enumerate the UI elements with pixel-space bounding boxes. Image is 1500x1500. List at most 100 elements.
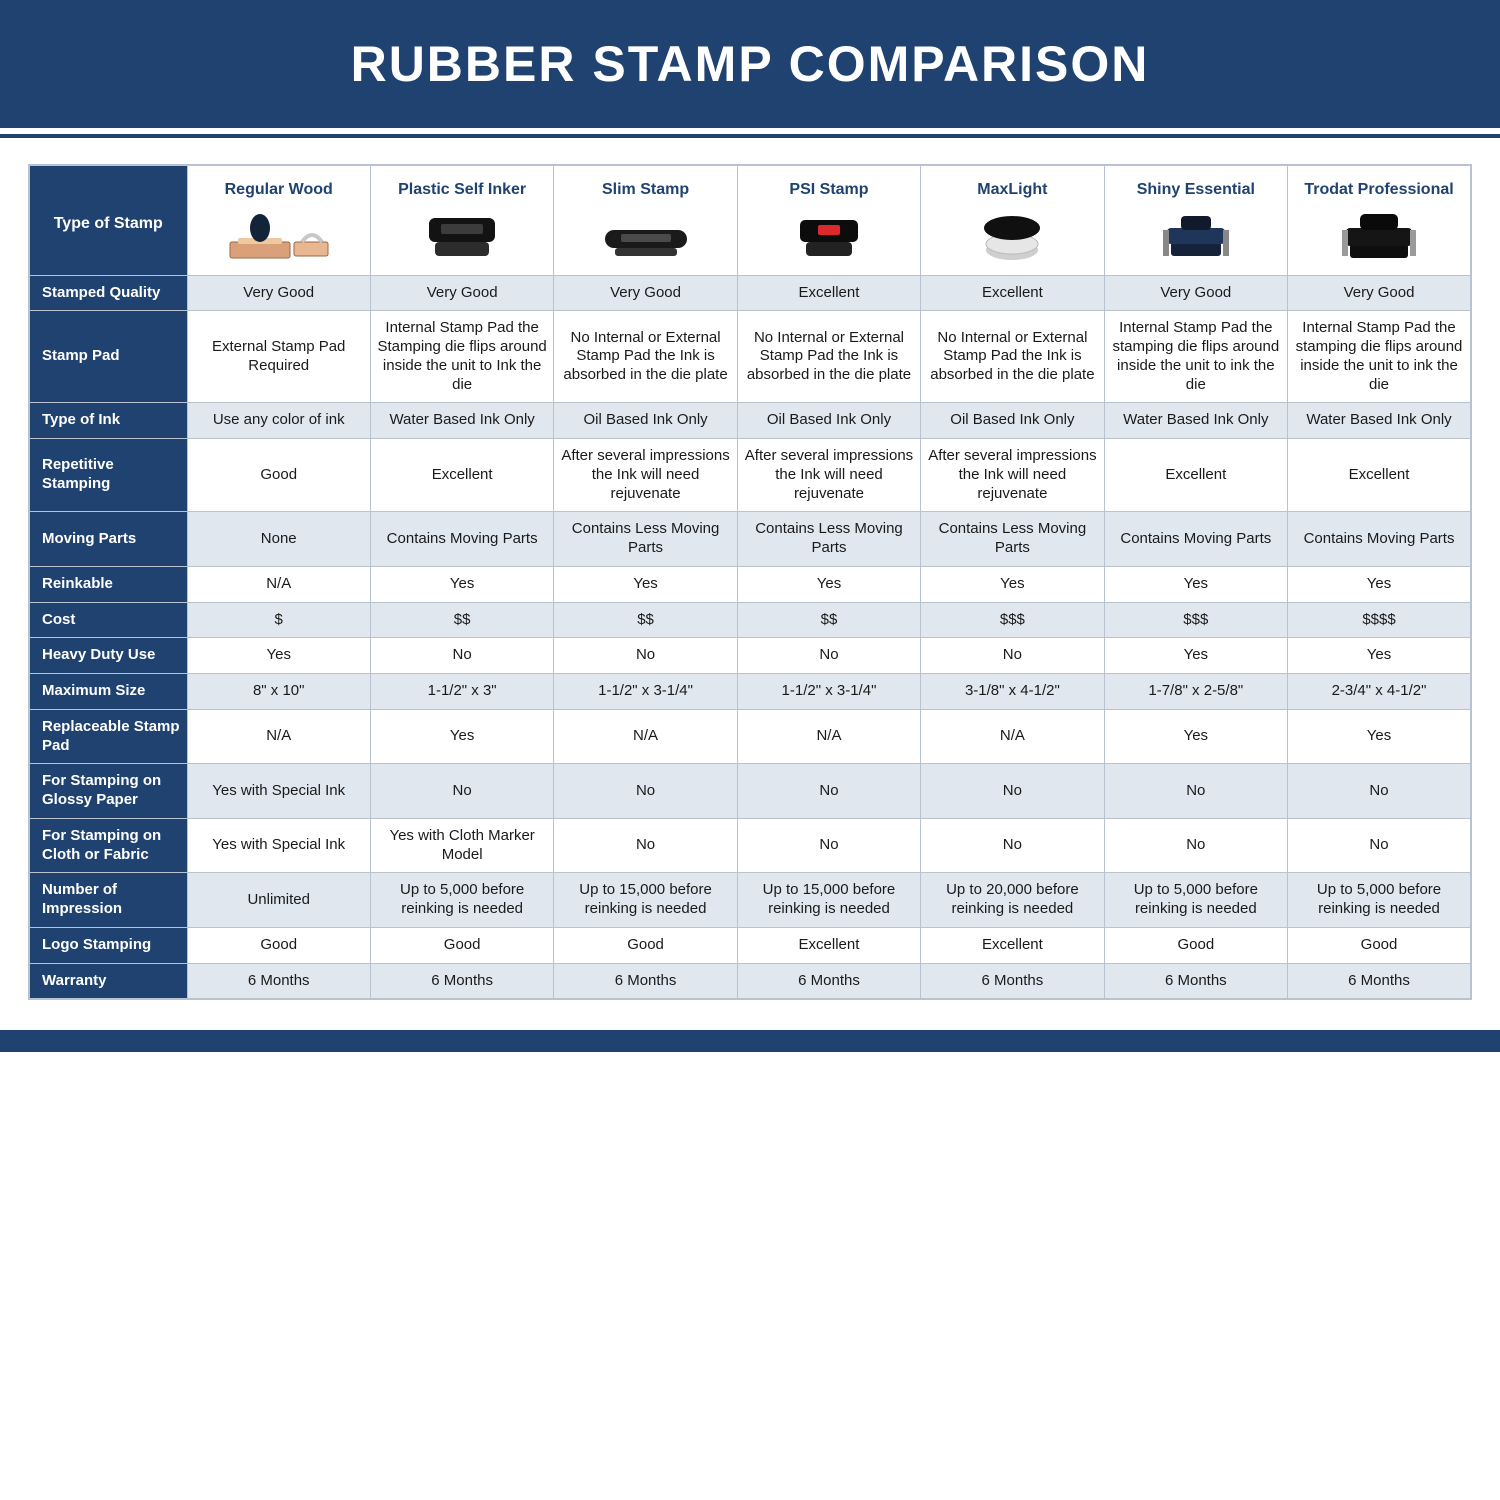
cell: No <box>737 764 920 819</box>
cell: 6 Months <box>921 963 1104 999</box>
cell: Yes with Special Ink <box>187 818 370 873</box>
cell: Very Good <box>554 275 737 311</box>
table-body: Stamped QualityVery GoodVery GoodVery Go… <box>29 275 1471 999</box>
comparison-table-wrap: Type of Stamp Regular Wood Plastic Self … <box>0 164 1500 1000</box>
wood-stamp-icon <box>224 208 334 264</box>
row-header: For Stamping on Glossy Paper <box>29 764 187 819</box>
footer-bar <box>0 1030 1500 1052</box>
cell: No <box>737 818 920 873</box>
cell: Yes <box>1288 709 1471 764</box>
cell: Up to 20,000 before reinking is needed <box>921 873 1104 928</box>
slim-stamp-icon <box>591 208 701 264</box>
cell: Excellent <box>1104 439 1287 512</box>
cell: 6 Months <box>370 963 553 999</box>
cell: Yes with Special Ink <box>187 764 370 819</box>
row-header: Cost <box>29 602 187 638</box>
table-row: Type of InkUse any color of inkWater Bas… <box>29 403 1471 439</box>
cell: Very Good <box>187 275 370 311</box>
cell: Very Good <box>1288 275 1471 311</box>
cell: Yes <box>1288 638 1471 674</box>
cell: Good <box>554 927 737 963</box>
corner-header: Type of Stamp <box>29 165 187 275</box>
cell: Water Based Ink Only <box>370 403 553 439</box>
cell: After several impressions the Ink will n… <box>921 439 1104 512</box>
cell: $$$ <box>1104 602 1287 638</box>
column-header-row: Type of Stamp Regular Wood Plastic Self … <box>29 165 1471 275</box>
cell: $$ <box>554 602 737 638</box>
cell: Good <box>370 927 553 963</box>
cell: No <box>554 764 737 819</box>
row-header: Logo Stamping <box>29 927 187 963</box>
cell: Contains Less Moving Parts <box>737 512 920 567</box>
cell: Up to 5,000 before reinking is needed <box>1104 873 1287 928</box>
table-row: For Stamping on Glossy PaperYes with Spe… <box>29 764 1471 819</box>
col-shiny-essential: Shiny Essential <box>1104 165 1287 275</box>
table-row: Maximum Size8" x 10"1-1/2" x 3"1-1/2" x … <box>29 674 1471 710</box>
cell: $$ <box>737 602 920 638</box>
row-header: Warranty <box>29 963 187 999</box>
cell: Yes <box>1104 638 1287 674</box>
cell: $ <box>187 602 370 638</box>
cell: Good <box>1104 927 1287 963</box>
cell: 1-1/2" x 3" <box>370 674 553 710</box>
cell: 1-7/8" x 2-5/8" <box>1104 674 1287 710</box>
col-regular-wood: Regular Wood <box>187 165 370 275</box>
page-title: RUBBER STAMP COMPARISON <box>351 35 1150 93</box>
cell: Yes <box>370 566 553 602</box>
cell: Contains Less Moving Parts <box>554 512 737 567</box>
cell: Contains Less Moving Parts <box>921 512 1104 567</box>
cell: Contains Moving Parts <box>1288 512 1471 567</box>
cell: Water Based Ink Only <box>1288 403 1471 439</box>
comparison-table: Type of Stamp Regular Wood Plastic Self … <box>28 164 1472 1000</box>
table-row: For Stamping on Cloth or FabricYes with … <box>29 818 1471 873</box>
row-header: Repetitive Stamping <box>29 439 187 512</box>
cell: No <box>370 764 553 819</box>
cell: Unlimited <box>187 873 370 928</box>
col-psi-stamp: PSI Stamp <box>737 165 920 275</box>
row-header: Reinkable <box>29 566 187 602</box>
cell: N/A <box>921 709 1104 764</box>
cell: No <box>1104 818 1287 873</box>
table-row: Repetitive StampingGoodExcellentAfter se… <box>29 439 1471 512</box>
cell: Excellent <box>737 927 920 963</box>
cell: $$$ <box>921 602 1104 638</box>
cell: Up to 15,000 before reinking is needed <box>554 873 737 928</box>
cell: None <box>187 512 370 567</box>
row-header: Moving Parts <box>29 512 187 567</box>
col-label: PSI Stamp <box>742 180 916 200</box>
col-label: Trodat Professional <box>1292 180 1466 200</box>
cell: 6 Months <box>554 963 737 999</box>
cell: Good <box>187 439 370 512</box>
cell: Very Good <box>1104 275 1287 311</box>
cell: No <box>554 818 737 873</box>
cell: Yes <box>921 566 1104 602</box>
cell: No Internal or External Stamp Pad the In… <box>737 311 920 403</box>
cell: $$$$ <box>1288 602 1471 638</box>
table-row: Replaceable Stamp PadN/AYesN/AN/AN/AYesY… <box>29 709 1471 764</box>
table-row: Warranty6 Months6 Months6 Months6 Months… <box>29 963 1471 999</box>
cell: No <box>1288 818 1471 873</box>
col-label: Plastic Self Inker <box>375 180 549 200</box>
col-plastic-self-inker: Plastic Self Inker <box>370 165 553 275</box>
table-row: Stamp PadExternal Stamp Pad RequiredInte… <box>29 311 1471 403</box>
cell: 1-1/2" x 3-1/4" <box>737 674 920 710</box>
col-slim-stamp: Slim Stamp <box>554 165 737 275</box>
cell: Yes <box>370 709 553 764</box>
cell: Excellent <box>921 275 1104 311</box>
cell: Yes <box>1104 566 1287 602</box>
cell: Excellent <box>370 439 553 512</box>
cell: Up to 5,000 before reinking is needed <box>370 873 553 928</box>
cell: External Stamp Pad Required <box>187 311 370 403</box>
cell: After several impressions the Ink will n… <box>737 439 920 512</box>
cell: Excellent <box>737 275 920 311</box>
cell: Yes with Cloth Marker Model <box>370 818 553 873</box>
cell: Contains Moving Parts <box>370 512 553 567</box>
cell: 8" x 10" <box>187 674 370 710</box>
row-header: For Stamping on Cloth or Fabric <box>29 818 187 873</box>
cell: No <box>921 764 1104 819</box>
shiny-essential-icon <box>1141 208 1251 264</box>
table-row: Number of ImpressionUnlimitedUp to 5,000… <box>29 873 1471 928</box>
row-header: Replaceable Stamp Pad <box>29 709 187 764</box>
cell: No <box>1288 764 1471 819</box>
cell: N/A <box>187 566 370 602</box>
